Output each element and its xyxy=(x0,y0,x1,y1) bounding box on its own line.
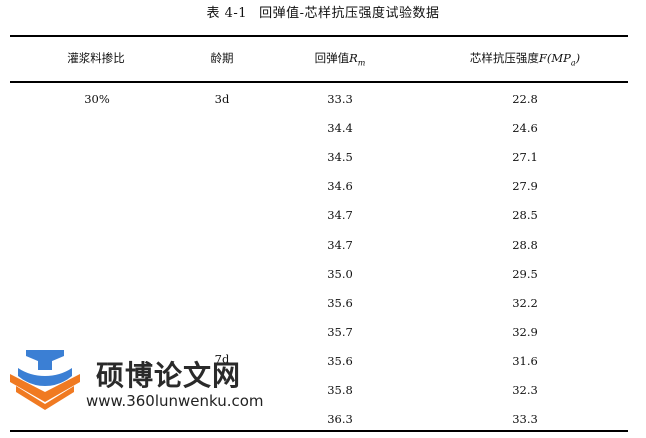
strength-cell: 27.1 xyxy=(512,150,538,165)
header-age: 龄期 xyxy=(210,51,234,65)
rebound-cell: 34.5 xyxy=(327,150,353,165)
strength-cell: 28.8 xyxy=(512,237,538,252)
watermark-name: 硕博论文网 xyxy=(96,359,242,392)
strength-cell: 27.9 xyxy=(512,179,538,194)
table-caption: 表 4-1 回弹值-芯样抗压强度试验数据 xyxy=(0,2,646,21)
strength-cell: 32.3 xyxy=(512,383,538,397)
top-rule xyxy=(10,35,628,37)
ratio-cell: 30% xyxy=(84,92,110,106)
rebound-cell: 35.0 xyxy=(327,266,353,281)
rebound-cell: 35.7 xyxy=(327,324,353,339)
header-rebound-sub: m xyxy=(357,58,366,68)
header-rule xyxy=(10,81,628,83)
strength-cell: 24.6 xyxy=(512,121,538,136)
header-rebound: 回弹值Rm xyxy=(315,50,366,67)
strength-cell: 33.3 xyxy=(512,412,538,427)
rebound-cell: 36.3 xyxy=(327,412,353,427)
header-ratio: 灌浆料掺比 xyxy=(67,51,125,65)
rebound-cell: 35.6 xyxy=(327,295,353,310)
strength-cell: 22.8 xyxy=(512,92,538,106)
header-strength: 芯样抗压强度F(MPa) xyxy=(470,50,580,67)
table-number: 表 4-1 xyxy=(206,6,248,21)
watermark-logo-icon xyxy=(10,350,80,410)
header-strength-symbol: F(MP xyxy=(538,51,571,65)
rebound-cell: 35.6 xyxy=(327,353,353,368)
strength-cell: 32.2 xyxy=(512,295,538,310)
rebound-cell: 34.7 xyxy=(327,208,353,223)
rebound-cell: 34.6 xyxy=(327,179,353,194)
rebound-cell: 35.8 xyxy=(327,383,353,397)
table-title: 回弹值-芯样抗压强度试验数据 xyxy=(259,6,440,21)
age-cell-7d: 7d xyxy=(214,352,230,366)
watermark-url: www.360lunwenku.com xyxy=(86,392,264,410)
header-strength-sub: a xyxy=(570,58,576,68)
header-rebound-label: 回弹值 xyxy=(314,51,350,65)
strength-cell: 29.5 xyxy=(512,266,538,281)
header-rebound-symbol: R xyxy=(349,51,358,65)
strength-cell: 28.5 xyxy=(512,208,538,223)
bottom-rule xyxy=(10,430,628,432)
strength-cell: 31.6 xyxy=(512,353,538,368)
rebound-cell: 33.3 xyxy=(327,92,353,106)
rebound-cell: 34.7 xyxy=(327,237,353,252)
header-strength-label: 芯样抗压强度 xyxy=(469,51,539,65)
strength-cell: 32.9 xyxy=(512,324,538,339)
header-strength-suffix: ) xyxy=(575,51,581,65)
age-cell-3d: 3d xyxy=(214,92,230,106)
rebound-cell: 34.4 xyxy=(327,121,353,136)
